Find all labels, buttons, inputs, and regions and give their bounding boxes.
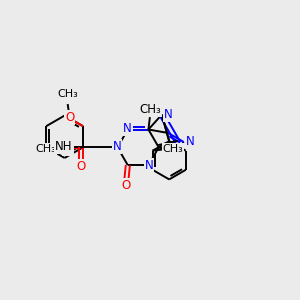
Text: N: N (112, 140, 121, 153)
Text: NH: NH (55, 140, 73, 153)
Text: O: O (77, 160, 86, 173)
Text: N: N (145, 159, 153, 172)
Text: CH₃: CH₃ (36, 144, 56, 154)
Text: CH₃: CH₃ (139, 103, 161, 116)
Text: CH₃: CH₃ (57, 89, 78, 99)
Text: N: N (186, 135, 194, 148)
Text: O: O (65, 111, 74, 124)
Text: O: O (122, 179, 131, 192)
Text: N: N (164, 108, 173, 121)
Text: O: O (63, 142, 72, 155)
Text: CH₃: CH₃ (163, 144, 184, 154)
Text: N: N (123, 122, 132, 135)
